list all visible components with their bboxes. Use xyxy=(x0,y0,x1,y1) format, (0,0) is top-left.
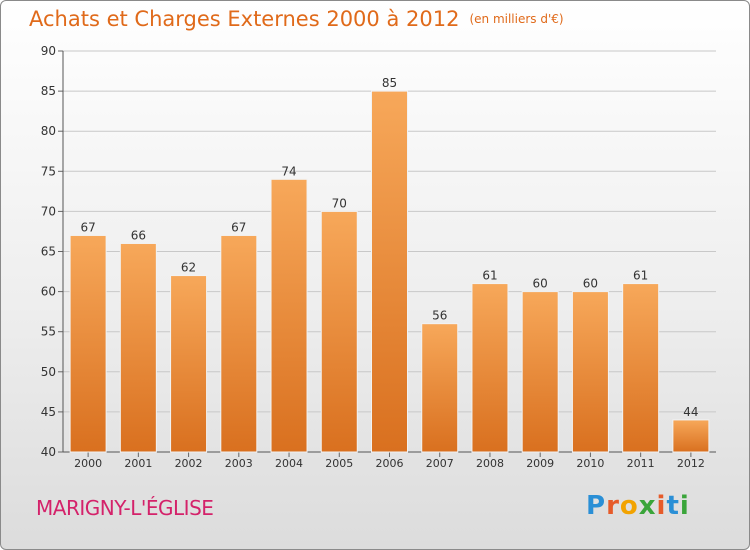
bar-value-label: 61 xyxy=(482,269,497,283)
bar-value-label: 67 xyxy=(231,220,246,234)
bar-value-label: 66 xyxy=(131,228,146,242)
x-tick-label: 2012 xyxy=(677,457,705,470)
chart-subtitle: (en milliers d'€) xyxy=(469,12,564,26)
bar-value-label: 56 xyxy=(432,309,447,323)
x-tick-label: 2000 xyxy=(74,457,102,470)
bar xyxy=(69,234,107,453)
chart-title: Achats et Charges Externes 2000 à 2012 (e… xyxy=(29,7,564,31)
bar-value-label: 44 xyxy=(683,405,698,419)
x-tick-label: 2006 xyxy=(376,457,404,470)
x-tick-labels: 2000 2001 2002 2003 2004 2005 2006 2007 2008 2009… xyxy=(74,457,705,470)
bar xyxy=(220,234,258,453)
bar xyxy=(672,419,710,453)
bar-value-label: 60 xyxy=(583,277,598,291)
bar xyxy=(371,90,408,453)
bar-value-label: 62 xyxy=(181,261,196,275)
x-tick-label: 2011 xyxy=(627,457,655,470)
y-tick-label: 40 xyxy=(41,445,56,459)
bar xyxy=(622,283,660,453)
chart-title-text: Achats et Charges Externes 2000 à 2012 xyxy=(29,7,460,31)
bar-value-label: 70 xyxy=(332,196,347,210)
bars xyxy=(69,90,710,453)
y-tick-labels: 40 45 50 55 60 65 70 75 80 85 90 xyxy=(41,44,56,459)
y-tick-label: 60 xyxy=(41,285,56,299)
logo-letter: x xyxy=(638,491,657,521)
data-labels: 67 66 62 67 74 70 85 56 61 60 60 61 44 xyxy=(80,76,698,419)
y-tick-label: 70 xyxy=(41,204,56,218)
y-tick-label: 45 xyxy=(41,405,56,419)
logo-letter: i xyxy=(656,491,667,521)
bar-value-label: 85 xyxy=(382,76,397,90)
x-tick-label: 2003 xyxy=(225,457,253,470)
bar xyxy=(471,283,509,453)
x-tick-label: 2007 xyxy=(426,457,454,470)
x-tick-label: 2001 xyxy=(124,457,152,470)
y-tick-label: 85 xyxy=(41,84,56,98)
bar xyxy=(421,323,459,453)
bar-value-label: 74 xyxy=(281,164,296,178)
bar xyxy=(521,291,559,453)
bar xyxy=(170,275,208,453)
logo-letter: P xyxy=(586,491,607,521)
logo-letter: t xyxy=(666,491,680,521)
x-tick-label: 2005 xyxy=(325,457,353,470)
y-tick-label: 65 xyxy=(41,245,56,259)
x-tick-label: 2008 xyxy=(476,457,504,470)
bar xyxy=(571,291,609,453)
bar xyxy=(119,242,157,453)
y-tick-label: 55 xyxy=(41,325,56,339)
x-tick-label: 2004 xyxy=(275,457,303,470)
bar-value-label: 60 xyxy=(533,277,548,291)
y-tick-label: 80 xyxy=(41,124,56,138)
logo-letter: o xyxy=(619,491,639,521)
logo-letter: r xyxy=(606,491,620,521)
bar xyxy=(270,178,308,453)
y-tick-label: 50 xyxy=(41,365,56,379)
x-tick-label: 2002 xyxy=(175,457,203,470)
bar-value-label: 67 xyxy=(80,220,95,234)
proxiti-logo: Proxiti xyxy=(586,491,690,521)
bar-value-label: 61 xyxy=(633,269,648,283)
bar xyxy=(320,210,358,453)
y-tick-label: 75 xyxy=(41,164,56,178)
commune-name: MARIGNY-L'ÉGLISE xyxy=(36,496,214,520)
x-tick-label: 2010 xyxy=(576,457,604,470)
y-tick-label: 90 xyxy=(41,44,56,58)
x-tick-label: 2009 xyxy=(526,457,554,470)
logo-letter: i xyxy=(679,491,690,521)
